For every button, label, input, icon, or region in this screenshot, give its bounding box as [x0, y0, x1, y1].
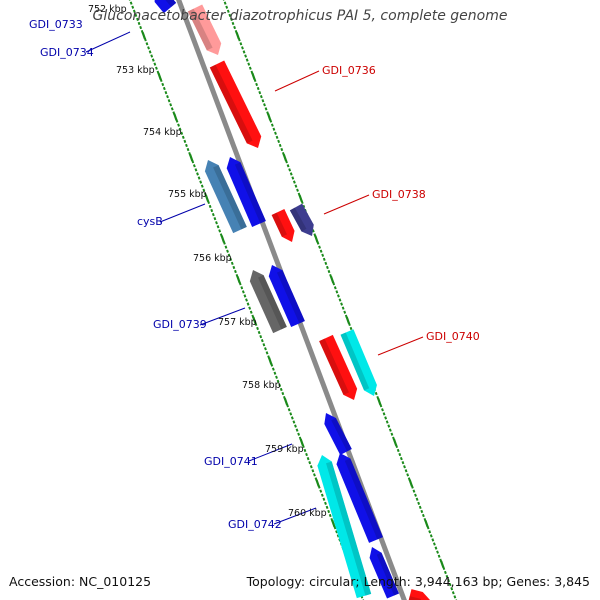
scale-label: 756 kbp — [193, 253, 232, 264]
gene-feature-0739-gray[interactable] — [249, 270, 287, 334]
leader-line-cysb — [159, 203, 206, 223]
gene-feature-0738-purple[interactable] — [289, 203, 314, 236]
gene-label-gdi-0739[interactable]: GDI_0739 — [153, 318, 207, 331]
gene-feature-cysB[interactable] — [204, 160, 247, 234]
scale-label: 755 kbp — [168, 189, 207, 200]
scale-label: 760 kbp — [288, 508, 327, 519]
gene-feature-top-pink[interactable] — [187, 4, 222, 55]
gene-label-cysb[interactable]: cysB — [137, 215, 163, 228]
leader-line-gdi-0736 — [274, 70, 320, 92]
scale-label: 754 kbp — [143, 127, 182, 138]
feature-layer — [154, 0, 430, 600]
scale-label: 757 kbp — [218, 317, 257, 328]
gene-feature-blue-3[interactable] — [268, 265, 305, 328]
gene-feature-0741-blue[interactable] — [324, 413, 352, 455]
leader-line-gdi-0739 — [199, 307, 246, 326]
scale-label: 753 kbp — [116, 65, 155, 76]
gene-feature-blue-2[interactable] — [226, 157, 266, 227]
leader-line-gdi-0742 — [273, 507, 317, 525]
gene-label-gdi-0742[interactable]: GDI_0742 — [228, 518, 282, 531]
scale-label: 752 kbp — [88, 4, 127, 15]
gene-label-gdi-0734[interactable]: GDI_0734 — [40, 46, 94, 59]
gene-feature-bottom-red[interactable] — [408, 589, 430, 600]
gene-feature-0738-red[interactable] — [271, 209, 295, 242]
gene-feature-0742-cyan[interactable] — [317, 455, 372, 599]
map-title: Gluconacetobacter diazotrophicus PAI 5, … — [92, 8, 508, 24]
gene-feature-blue-5[interactable] — [369, 547, 399, 599]
genome-summary-text: Topology: circular; Length: 3,944,163 bp… — [246, 574, 590, 589]
gene-feature-top-blue[interactable] — [154, 0, 177, 14]
gene-feature-0740-cyan[interactable] — [340, 329, 377, 396]
tick-track-right — [222, 0, 458, 600]
tick-track-left — [128, 0, 365, 600]
gene-feature-blue-4[interactable] — [336, 453, 383, 543]
gene-label-gdi-0740[interactable]: GDI_0740 — [426, 330, 480, 343]
gene-feature-0740-red[interactable] — [319, 334, 358, 400]
leader-line-gdi-0741 — [248, 443, 293, 462]
gene-label-gdi-0741[interactable]: GDI_0741 — [204, 455, 258, 468]
gene-label-gdi-0733[interactable]: GDI_0733 — [29, 18, 83, 31]
accession-text: Accession: NC_010125 — [9, 574, 152, 589]
gene-feature-0736[interactable] — [209, 60, 262, 149]
gene-label-gdi-0738[interactable]: GDI_0738 — [372, 188, 426, 201]
label-text-layer: 752 kbp 753 kbp 754 kbp 755 kbp 756 kbp 757 k… — [29, 4, 480, 531]
leader-line-gdi-0738 — [323, 194, 370, 215]
scale-label: 758 kbp — [242, 380, 281, 391]
gene-label-gdi-0736[interactable]: GDI_0736 — [322, 64, 376, 77]
leader-line-gdi-0734 — [85, 31, 131, 53]
label-leader-layer — [85, 31, 424, 525]
scale-label: 759 kbp — [265, 444, 304, 455]
leader-line-gdi-0740 — [377, 336, 424, 356]
